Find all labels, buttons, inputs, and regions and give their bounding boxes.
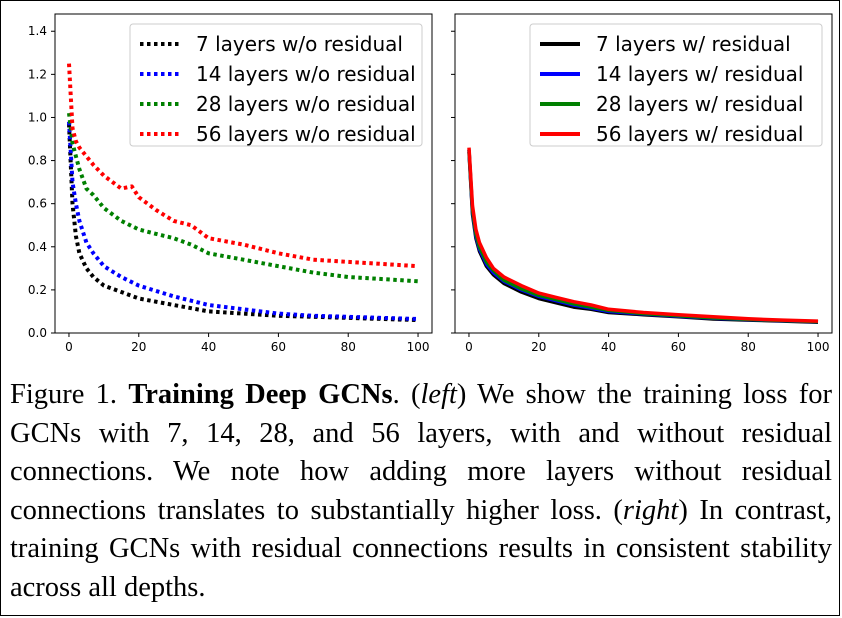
right-series-line-2 [467, 149, 819, 324]
left-y-tick-label: 0.6 [28, 197, 47, 211]
left-x-tick-label: 60 [271, 340, 286, 354]
caption-middle: ) We show the training loss for GCNs wit… [10, 379, 832, 526]
left-legend-label-2: 14 layers w/o residual [196, 62, 416, 86]
left-legend-label-1: 7 layers w/o residual [196, 32, 403, 56]
caption-prefix: Figure 1. [10, 379, 129, 410]
left-x-tick-label: 80 [341, 340, 356, 354]
right-x-tick-label: 100 [807, 340, 830, 354]
right-axes-frame [454, 13, 833, 334]
right-chart-panel: 0 20 40 60 80 100 7 layers w/ residual 14 layer… [451, 13, 833, 354]
caption-after-bold: . ( [392, 379, 421, 410]
right-series-line-3 [467, 149, 819, 324]
left-series-line-2 [67, 121, 419, 321]
right-legend-label-1: 7 layers w/ residual [596, 32, 791, 56]
figure-caption: Figure 1. Training Deep GCNs. (left) We … [10, 376, 832, 607]
left-series-line-4 [67, 63, 419, 269]
right-legend-label-2: 14 layers w/ residual [596, 62, 803, 86]
left-y-tick-label: 1.4 [28, 24, 47, 38]
right-x-tick-label: 80 [741, 340, 756, 354]
left-y-tick-label: 0.4 [28, 240, 47, 254]
right-series-line-1 [467, 151, 819, 324]
left-y-tick-label: 1.2 [28, 67, 47, 81]
left-x-tick-label: 100 [407, 340, 430, 354]
caption-italic-left: left [420, 379, 457, 410]
left-axes-frame [54, 13, 433, 334]
right-x-tick-label: 60 [671, 340, 686, 354]
caption-end: ) In contrast, training GCNs with residu… [10, 494, 832, 603]
right-series-line-4 [467, 147, 819, 323]
left-x-tick-label: 20 [131, 340, 146, 354]
left-legend-label-4: 56 layers w/o residual [196, 122, 416, 146]
right-x-tick-label: 0 [465, 340, 473, 354]
left-y-tick-label: 1.0 [28, 110, 47, 124]
left-y-tick-label: 0.0 [28, 326, 47, 340]
left-x-tick-label: 0 [65, 340, 73, 354]
left-legend-box [129, 23, 423, 147]
right-x-tick-label: 40 [601, 340, 616, 354]
right-legend-label-4: 56 layers w/ residual [596, 122, 803, 146]
right-x-tick-label: 20 [531, 340, 546, 354]
left-y-tick-label: 0.2 [28, 283, 47, 297]
caption-bold-title: Training Deep GCNs [128, 379, 393, 410]
left-y-tick-label: 0.8 [28, 154, 47, 168]
left-series-line-3 [67, 112, 419, 284]
left-x-tick-label: 40 [201, 340, 216, 354]
charts-area: 0 20 40 60 80 100 0.0 0.2 0.4 0.6 0.8 1.0 1.2 1.4 7 la… [28, 13, 833, 354]
right-legend-label-3: 28 layers w/ residual [596, 92, 803, 116]
left-legend-label-3: 28 layers w/o residual [196, 92, 416, 116]
caption-italic-right: right [622, 494, 679, 526]
left-chart-panel: 0 20 40 60 80 100 0.0 0.2 0.4 0.6 0.8 1.0 1.2 1.4 7 la… [28, 13, 433, 354]
right-legend-box [529, 23, 823, 147]
